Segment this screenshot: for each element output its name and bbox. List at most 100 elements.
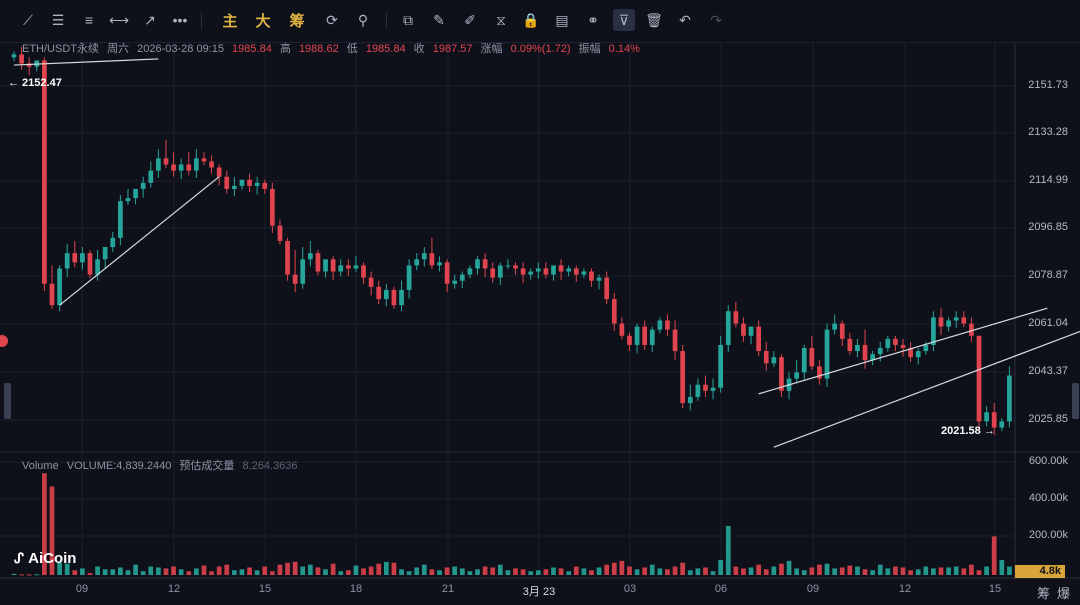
candle-body — [186, 164, 192, 171]
candle-body — [915, 351, 921, 358]
candle-body — [140, 182, 146, 189]
volume-bar — [87, 573, 93, 575]
candle-body — [969, 323, 974, 336]
horizontal-ray-tool-icon[interactable]: ⟷ — [108, 11, 130, 28]
volume-bar — [771, 566, 777, 575]
right-panel-toggle[interactable] — [1072, 383, 1079, 419]
candle-body — [756, 326, 762, 352]
alert-dot[interactable] — [0, 335, 8, 347]
volume-bar — [102, 569, 108, 575]
candle-body — [513, 265, 518, 269]
candle-body — [809, 348, 815, 367]
candle-body — [467, 268, 473, 275]
volume-bar — [163, 568, 169, 575]
symbol-name[interactable]: ETH/USDT永续 — [22, 43, 99, 55]
parallel-lines-tool-icon[interactable]: ≡ — [84, 12, 94, 28]
candle-body — [566, 268, 572, 272]
time-tick-label: 09 — [806, 583, 820, 595]
volume-bar — [543, 569, 549, 575]
high-marker: ← 2152.47 — [8, 77, 62, 89]
volume-bar — [695, 568, 701, 575]
arrow-tool-icon[interactable]: ↗ — [144, 11, 156, 28]
volume-label[interactable]: Volume — [22, 460, 59, 472]
time-tick-label: 12 — [167, 583, 181, 595]
candle-body — [634, 326, 640, 345]
candle-body — [665, 320, 670, 330]
volume-bar — [893, 566, 898, 575]
candle-body — [42, 60, 47, 284]
more-tools-icon[interactable]: ••• — [172, 12, 188, 28]
magnet-icon[interactable]: ⚲ — [357, 11, 369, 28]
volume-bar — [703, 567, 708, 575]
weekday: 周六 — [107, 43, 130, 55]
horizontal-lines-tool-icon[interactable]: ☰ — [51, 11, 65, 28]
volume-bar — [11, 573, 17, 575]
volume-bar — [232, 570, 237, 575]
link-icon[interactable]: ⚭ — [587, 11, 599, 28]
redo-icon[interactable]: ↷ — [710, 11, 722, 28]
delete-icon[interactable]: 🗑 — [645, 11, 663, 28]
volume-bar — [399, 569, 404, 575]
volume-bar — [429, 569, 435, 575]
volume-bar — [733, 566, 739, 575]
left-panel-toggle[interactable] — [4, 383, 11, 419]
volume-bar — [171, 566, 176, 575]
measure-icon[interactable]: ⟳ — [326, 11, 338, 28]
candle-body — [893, 338, 898, 345]
volume-bar — [619, 560, 625, 575]
volume-bar — [680, 562, 686, 575]
ruler-icon[interactable]: ✎ — [433, 11, 445, 28]
volume-bar — [946, 567, 951, 575]
volume-bar — [786, 560, 792, 575]
volume-bar — [862, 569, 868, 575]
volume-bar — [976, 570, 982, 575]
chips-toggle[interactable]: 筹 — [1037, 586, 1051, 601]
chips-button[interactable]: 筹 — [289, 12, 305, 30]
volume-bar — [589, 570, 594, 575]
candle-body — [156, 158, 161, 171]
undo-icon[interactable]: ↶ — [679, 11, 691, 28]
liquidation-toggle[interactable]: 爆 — [1057, 586, 1071, 601]
volume-bar — [984, 566, 989, 575]
trendline-drawing — [13, 58, 159, 66]
volume-bar — [421, 564, 427, 575]
volume-bar — [118, 567, 123, 575]
candle-body — [733, 311, 739, 324]
change-label: 涨幅 — [480, 43, 503, 55]
volume-bar — [581, 568, 587, 575]
volume-bar — [194, 568, 199, 575]
aicoin-logo-icon: ᔑ — [14, 550, 24, 566]
visibility-icon[interactable]: ▤ — [555, 11, 569, 28]
volume-bar — [437, 570, 442, 575]
volume-bar — [961, 568, 967, 575]
volume-bar — [779, 563, 784, 575]
copy-icon[interactable]: ⧉ — [403, 11, 413, 28]
filter-icon[interactable]: ⊽ — [613, 9, 635, 31]
brush-icon[interactable]: ✐ — [464, 11, 476, 28]
high-label: 高 — [279, 43, 291, 55]
volume-bar — [239, 569, 245, 575]
main-indicator-button[interactable]: 主 — [222, 12, 238, 30]
volume-bar — [855, 566, 860, 575]
pattern-icon[interactable]: ⧖ — [496, 11, 506, 28]
volume-bar — [414, 567, 420, 575]
big-indicator-button[interactable]: 大 — [255, 12, 271, 30]
candle-body — [482, 259, 488, 269]
candle-body — [505, 265, 511, 267]
candle-body — [239, 179, 245, 186]
volume-info-bar: Volume VOLUME:4,839.2440 预估成交量 8,264.363… — [22, 457, 303, 473]
trend-line-tool-icon[interactable]: ⟋ — [23, 11, 33, 28]
volume-bar — [817, 564, 822, 575]
candle-body — [741, 323, 746, 336]
lock-icon[interactable]: 🔒 — [522, 11, 540, 28]
price-tick-label: 2061.04 — [1028, 317, 1068, 329]
candle-body — [824, 329, 830, 379]
candle-body — [543, 268, 549, 275]
volume-bar — [573, 566, 579, 575]
candle-body — [49, 283, 55, 306]
time-tick-label: 06 — [714, 583, 728, 595]
volume-bar — [558, 568, 564, 575]
candle-body — [110, 237, 116, 248]
volume-bar — [535, 570, 541, 575]
